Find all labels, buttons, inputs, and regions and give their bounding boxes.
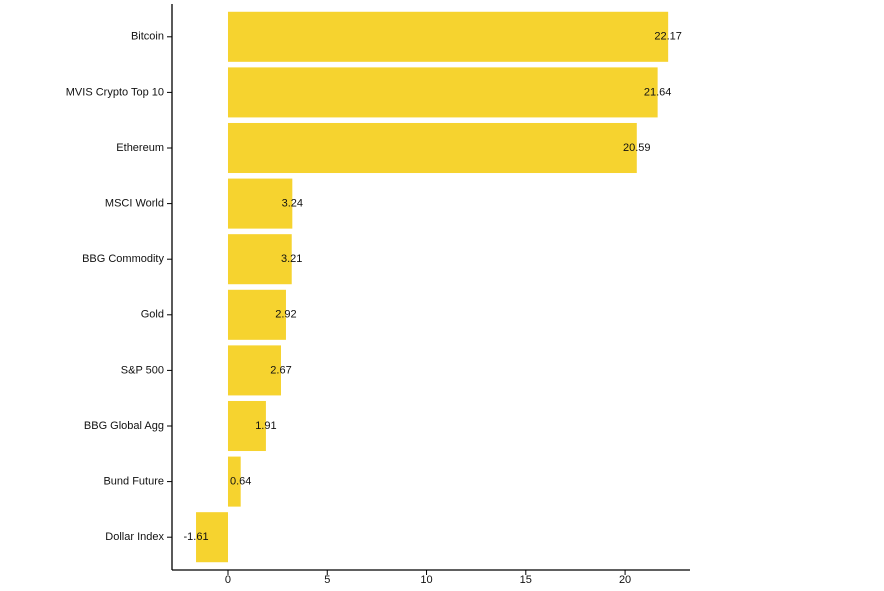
value-label: 3.21 <box>281 253 302 265</box>
bar <box>227 178 293 229</box>
value-label: 3.24 <box>282 198 303 210</box>
y-tick-label: Bund Future <box>103 476 164 488</box>
y-tick-label: Ethereum <box>116 142 164 154</box>
y-tick-label: Dollar Index <box>105 531 164 543</box>
x-tick-label: 20 <box>619 574 631 586</box>
bar <box>196 512 228 563</box>
y-tick-label: MSCI World <box>105 198 164 210</box>
value-label: -1.61 <box>183 531 208 543</box>
x-tick-label: 15 <box>520 574 532 586</box>
bar <box>227 456 241 507</box>
x-tick-label: 10 <box>420 574 432 586</box>
bar <box>227 122 637 174</box>
bar <box>227 400 266 452</box>
y-tick-label: BBG Global Agg <box>84 420 164 432</box>
bar <box>227 67 658 118</box>
value-label: 21.64 <box>644 86 672 98</box>
value-label: 22.17 <box>654 31 682 43</box>
bar <box>227 345 282 396</box>
y-tick-label: MVIS Crypto Top 10 <box>66 86 164 98</box>
bar <box>227 234 292 285</box>
value-label: 0.64 <box>230 476 251 488</box>
x-tick-label: 0 <box>225 574 231 586</box>
y-tick-label: BBG Commodity <box>82 253 164 265</box>
value-label: 20.59 <box>623 142 651 154</box>
value-label: 2.67 <box>270 364 291 376</box>
x-tick-label: 5 <box>324 574 330 586</box>
y-tick-label: S&P 500 <box>121 364 164 376</box>
value-label: 2.92 <box>275 309 296 321</box>
bar <box>227 289 286 340</box>
value-label: 1.91 <box>255 420 276 432</box>
bar <box>227 11 669 62</box>
y-tick-label: Bitcoin <box>131 31 164 43</box>
y-tick-label: Gold <box>141 309 164 321</box>
